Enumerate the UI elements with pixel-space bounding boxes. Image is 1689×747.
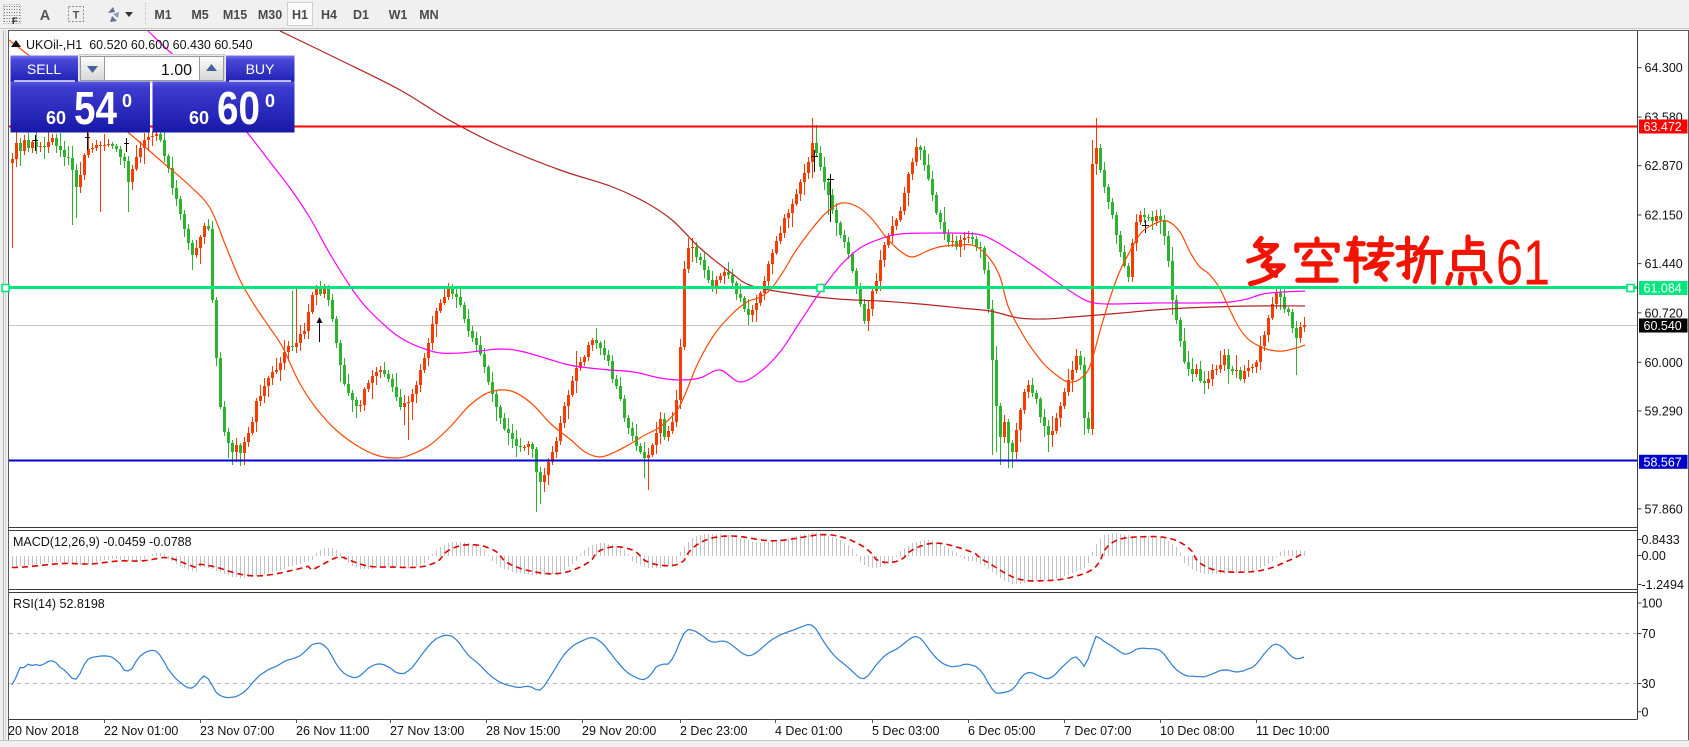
svg-text:54: 54 xyxy=(74,82,117,134)
svg-text:20 Nov 2018: 20 Nov 2018 xyxy=(8,724,79,738)
svg-text:64.300: 64.300 xyxy=(1645,61,1683,75)
svg-text:2 Dec 23:00: 2 Dec 23:00 xyxy=(680,724,747,738)
svg-text:M5: M5 xyxy=(191,8,208,22)
svg-text:30: 30 xyxy=(1642,677,1656,691)
svg-text:1.00: 1.00 xyxy=(161,62,192,79)
svg-text:0: 0 xyxy=(265,91,275,111)
svg-text:62.150: 62.150 xyxy=(1645,209,1683,223)
svg-text:29 Nov 20:00: 29 Nov 20:00 xyxy=(582,724,656,738)
svg-text:57.860: 57.860 xyxy=(1645,502,1683,516)
svg-text:28 Nov 15:00: 28 Nov 15:00 xyxy=(486,724,560,738)
svg-text:A: A xyxy=(40,8,51,24)
svg-text:62.870: 62.870 xyxy=(1645,159,1683,173)
svg-text:60.720: 60.720 xyxy=(1645,306,1683,320)
svg-text:0: 0 xyxy=(122,91,132,111)
svg-text:60: 60 xyxy=(46,108,66,128)
svg-text:SELL: SELL xyxy=(27,61,61,77)
svg-text:70: 70 xyxy=(1642,627,1656,641)
svg-text:0.8433: 0.8433 xyxy=(1642,533,1680,547)
svg-text:M15: M15 xyxy=(223,8,247,22)
svg-text:60.000: 60.000 xyxy=(1645,356,1683,370)
svg-text:61.440: 61.440 xyxy=(1645,257,1683,271)
svg-text:5 Dec 03:00: 5 Dec 03:00 xyxy=(872,724,939,738)
svg-text:10 Dec 08:00: 10 Dec 08:00 xyxy=(1160,724,1234,738)
svg-text:0: 0 xyxy=(1642,705,1649,719)
svg-text:M30: M30 xyxy=(258,8,282,22)
svg-text:60: 60 xyxy=(217,82,260,134)
svg-text:100: 100 xyxy=(1642,597,1663,611)
svg-text:60.540: 60.540 xyxy=(1644,319,1682,333)
svg-text:60: 60 xyxy=(189,108,209,128)
svg-text:D1: D1 xyxy=(353,8,369,22)
svg-text:-1.2494: -1.2494 xyxy=(1642,578,1684,592)
svg-text:MN: MN xyxy=(419,8,438,22)
svg-text:MACD(12,26,9) -0.0459 -0.0788: MACD(12,26,9) -0.0459 -0.0788 xyxy=(13,535,192,549)
svg-text:UKOil-,H1 60.520 60.600 60.43: UKOil-,H1 60.520 60.600 60.430 60.540 xyxy=(26,38,253,52)
svg-text:23 Nov 07:00: 23 Nov 07:00 xyxy=(200,724,274,738)
svg-text:11 Dec 10:00: 11 Dec 10:00 xyxy=(1256,724,1329,738)
svg-text:58.567: 58.567 xyxy=(1644,455,1682,469)
svg-text:7 Dec 07:00: 7 Dec 07:00 xyxy=(1064,724,1131,738)
svg-text:61.084: 61.084 xyxy=(1644,282,1682,296)
svg-text:26 Nov 11:00: 26 Nov 11:00 xyxy=(296,724,369,738)
svg-text:W1: W1 xyxy=(389,8,408,22)
svg-text:27 Nov 13:00: 27 Nov 13:00 xyxy=(390,724,464,738)
svg-text:63.472: 63.472 xyxy=(1644,120,1682,134)
svg-text:RSI(14) 52.8198: RSI(14) 52.8198 xyxy=(13,597,105,611)
svg-text:22 Nov 01:00: 22 Nov 01:00 xyxy=(104,724,178,738)
svg-text:6 Dec 05:00: 6 Dec 05:00 xyxy=(968,724,1035,738)
svg-text:59.290: 59.290 xyxy=(1645,404,1683,418)
svg-text:H1: H1 xyxy=(292,8,308,22)
svg-text:BUY: BUY xyxy=(246,61,275,77)
svg-text:4 Dec 01:00: 4 Dec 01:00 xyxy=(775,724,842,738)
svg-text:H4: H4 xyxy=(321,8,337,22)
svg-text:M1: M1 xyxy=(154,8,171,22)
svg-text:T: T xyxy=(73,10,80,22)
svg-text:F: F xyxy=(12,16,18,26)
svg-text:61: 61 xyxy=(1496,227,1550,299)
svg-text:0.00: 0.00 xyxy=(1642,549,1666,563)
